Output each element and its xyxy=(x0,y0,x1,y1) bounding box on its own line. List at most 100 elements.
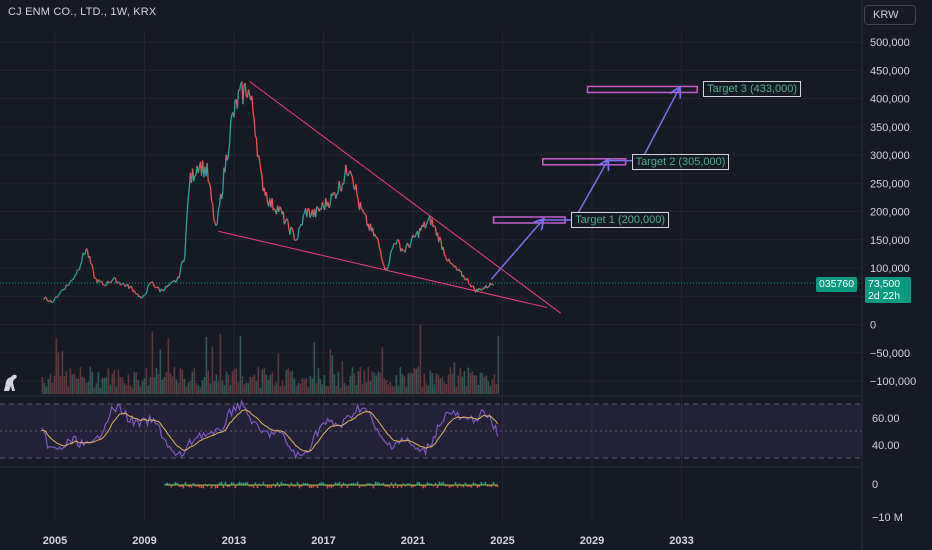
price-segment xyxy=(359,202,363,210)
price-segment xyxy=(391,247,394,251)
oscillator-bar xyxy=(232,482,235,485)
volume-bar xyxy=(195,383,198,394)
volume-bar xyxy=(351,367,354,394)
price-segment xyxy=(301,215,305,226)
volume-bar xyxy=(303,379,306,394)
volume-bar xyxy=(151,331,154,394)
price-segment xyxy=(417,228,421,239)
price-segment xyxy=(82,252,85,255)
volume-bar xyxy=(455,386,458,394)
price-segment xyxy=(253,118,256,136)
oscillator-bar xyxy=(440,482,443,485)
price-segment xyxy=(451,263,454,266)
oscillator-bar xyxy=(444,485,447,487)
price-segment xyxy=(260,170,263,176)
price-segment xyxy=(350,174,354,178)
price-segment xyxy=(420,224,423,231)
oscillator-bar xyxy=(172,483,175,485)
price-segment xyxy=(247,89,251,96)
price-segment xyxy=(228,122,232,145)
oscillator-bar xyxy=(316,485,319,489)
oscillator-bar xyxy=(342,482,345,485)
volume-bar xyxy=(387,384,390,394)
volume-bar xyxy=(199,387,202,394)
price-segment xyxy=(184,235,187,259)
oscillator-bar xyxy=(438,481,441,485)
price-segment xyxy=(108,281,111,284)
price-tick-label: 150,000 xyxy=(870,235,910,247)
volume-bar xyxy=(467,367,470,394)
price-segment xyxy=(67,282,71,286)
oscillator-bar xyxy=(258,483,261,485)
oscillator-bar xyxy=(432,485,435,487)
price-segment xyxy=(99,280,102,283)
price-segment xyxy=(94,277,97,280)
price-segment xyxy=(335,193,338,200)
volume-bar xyxy=(219,334,222,394)
volume-bar xyxy=(413,368,416,394)
volume-bar xyxy=(49,373,52,394)
oscillator-bar xyxy=(388,485,391,488)
oscillator-bar xyxy=(376,482,379,485)
volume-bar xyxy=(255,381,258,394)
price-segment xyxy=(144,293,146,296)
oscillator-bar xyxy=(486,485,489,487)
price-segment xyxy=(289,226,292,235)
price-segment xyxy=(448,258,451,263)
volume-bar xyxy=(263,367,266,394)
price-segment xyxy=(233,99,236,118)
oscillator-tick-label: −10 M xyxy=(872,512,903,524)
oscillator-bar xyxy=(294,485,297,487)
oscillator-bar xyxy=(490,485,493,488)
price-segment xyxy=(112,277,115,280)
volume-bar xyxy=(137,380,140,394)
oscillator-bar xyxy=(368,483,371,485)
oscillator-bar xyxy=(422,485,425,489)
price-tick-label: 0 xyxy=(870,320,876,332)
time-tick-label: 2009 xyxy=(132,535,156,547)
volume-bar xyxy=(73,373,76,394)
price-segment xyxy=(279,206,282,210)
oscillator-bar xyxy=(396,485,399,489)
price-segment xyxy=(52,300,55,303)
price-segment xyxy=(213,219,216,223)
volume-bar xyxy=(107,368,110,394)
price-segment xyxy=(178,270,181,279)
oscillator-bar xyxy=(254,482,257,485)
price-tick-label: 250,000 xyxy=(870,178,910,190)
volume-bar xyxy=(495,384,498,394)
oscillator-bar xyxy=(386,485,389,487)
currency-button[interactable]: KRW xyxy=(864,5,916,25)
volume-bar xyxy=(97,371,100,394)
oscillator-bar xyxy=(494,485,497,487)
price-segment xyxy=(89,255,92,265)
volume-bar xyxy=(343,383,346,394)
oscillator-bar xyxy=(474,483,477,485)
price-segment xyxy=(160,288,163,291)
volume-bar xyxy=(251,377,254,394)
volume-bar xyxy=(437,374,440,394)
volume-bar xyxy=(259,387,262,394)
price-segment xyxy=(168,282,171,287)
oscillator-bar xyxy=(468,485,471,487)
oscillator-bar xyxy=(210,485,213,489)
price-segment xyxy=(175,279,178,283)
volume-bar xyxy=(133,371,136,394)
volume-bar xyxy=(383,378,386,394)
volume-bar xyxy=(41,377,44,394)
price-segment xyxy=(449,261,452,265)
price-segment xyxy=(80,261,83,265)
ticker-badge: 035760 xyxy=(816,277,858,292)
volume-bar xyxy=(397,386,400,394)
volume-bar xyxy=(423,373,426,394)
oscillator-bar xyxy=(228,485,231,488)
oscillator-bar xyxy=(216,485,219,488)
price-segment xyxy=(454,265,458,270)
oscillator-bar xyxy=(384,485,387,487)
volume-bar xyxy=(277,353,280,394)
volume-bar xyxy=(265,374,268,394)
oscillator-bar xyxy=(218,482,221,485)
volume-bar xyxy=(223,385,226,394)
price-segment xyxy=(491,283,495,286)
